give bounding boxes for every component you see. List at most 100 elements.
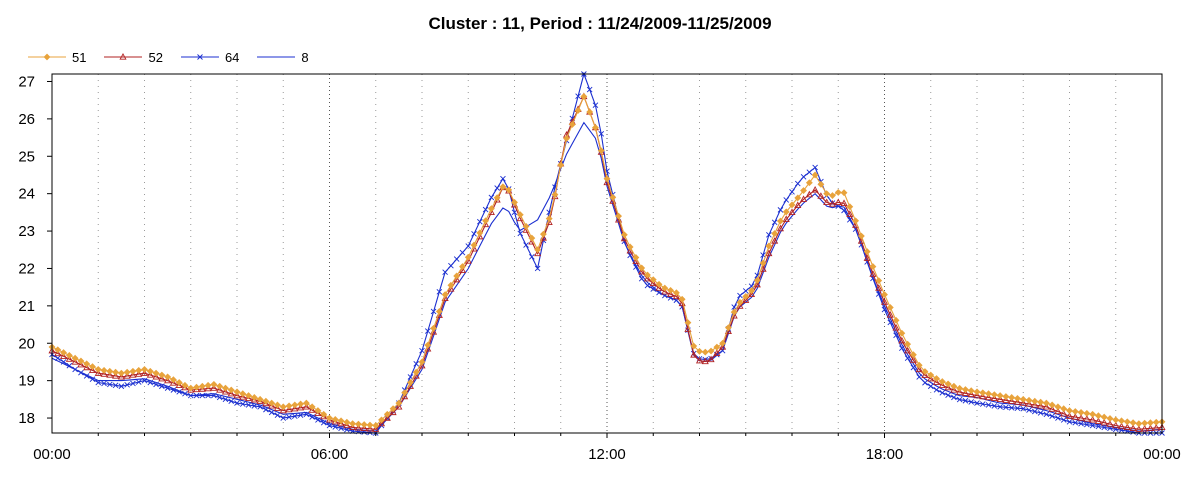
data-point [904, 346, 912, 354]
data-point [435, 308, 443, 315]
data-point [233, 388, 241, 396]
data-point [823, 190, 831, 198]
data-point [974, 400, 980, 406]
data-point [146, 367, 154, 375]
data-point [1094, 417, 1102, 424]
data-point [967, 387, 975, 395]
data-point [442, 269, 448, 276]
data-point [1066, 407, 1073, 414]
data-point [1077, 414, 1085, 421]
data-point [655, 280, 663, 288]
data-point [777, 207, 784, 213]
data-point [152, 369, 160, 377]
data-point [586, 108, 594, 116]
data-point [1019, 399, 1027, 406]
data-point [1019, 395, 1027, 403]
data-point [308, 406, 316, 413]
data-point [939, 389, 946, 396]
data-point [1123, 418, 1131, 426]
data-point [1043, 411, 1050, 418]
data-point [366, 421, 374, 429]
data-point [424, 341, 432, 349]
data-point [372, 422, 380, 429]
data-point [308, 403, 316, 411]
data-point [997, 404, 1003, 410]
data-point [1031, 401, 1039, 408]
data-point [297, 400, 305, 408]
data-point [782, 215, 790, 223]
data-point [644, 271, 651, 279]
data-point [846, 210, 854, 217]
data-point [441, 291, 449, 299]
data-point [233, 391, 241, 399]
data-point [516, 211, 524, 219]
data-point [545, 215, 553, 223]
y-tick-label: 24 [18, 186, 35, 203]
data-point [523, 242, 529, 248]
legend-label: 51 [72, 49, 87, 65]
data-point [1129, 424, 1137, 431]
data-point [354, 423, 362, 431]
data-point [117, 369, 125, 377]
data-point [789, 188, 795, 195]
data-point [713, 349, 721, 356]
data-point [129, 371, 137, 378]
data-point [204, 381, 212, 389]
series-line-52 [51, 94, 1163, 430]
legend-item-64: 64 [180, 50, 239, 65]
grid-lines [97, 74, 1117, 433]
data-point [863, 254, 871, 261]
data-point [349, 423, 357, 431]
data-point [175, 381, 183, 388]
data-point [961, 389, 969, 396]
data-point [950, 382, 958, 390]
data-point [222, 396, 229, 403]
data-point [119, 53, 128, 60]
data-point [517, 230, 524, 237]
data-point [280, 415, 287, 421]
data-point [875, 277, 883, 285]
data-point [886, 311, 894, 318]
data-point [539, 230, 547, 238]
data-point [383, 414, 391, 421]
data-point [198, 385, 206, 392]
data-point [996, 392, 1004, 400]
data-point [106, 371, 114, 378]
data-point [169, 376, 177, 384]
data-point [812, 164, 818, 171]
data-point [112, 368, 120, 376]
data-point [667, 290, 675, 297]
data-point [771, 219, 778, 226]
data-point [234, 400, 240, 406]
data-point [511, 198, 518, 206]
data-point [146, 371, 154, 378]
data-point [985, 402, 992, 408]
data-point [216, 382, 224, 390]
legend-item-51: 51 [28, 50, 86, 65]
data-point [788, 208, 796, 216]
data-point [794, 180, 801, 187]
data-point [1048, 401, 1056, 409]
data-point [817, 192, 825, 199]
data-point [869, 263, 877, 271]
legend-swatch [257, 56, 296, 58]
data-point [424, 328, 431, 334]
data-point [285, 405, 293, 413]
data-point [580, 93, 588, 100]
data-point [869, 270, 877, 277]
data-point [1037, 401, 1045, 409]
data-point [857, 232, 865, 240]
data-point [557, 161, 565, 169]
data-point [782, 208, 790, 216]
y-tick-label: 25 [18, 148, 35, 165]
data-point [343, 421, 351, 429]
data-point [1026, 407, 1032, 413]
data-point [459, 263, 466, 271]
data-point [672, 289, 680, 297]
data-point [1094, 412, 1102, 420]
data-point [395, 402, 403, 410]
data-point [887, 319, 894, 326]
data-point [118, 383, 125, 390]
data-point [210, 380, 218, 388]
data-point [1060, 405, 1068, 413]
